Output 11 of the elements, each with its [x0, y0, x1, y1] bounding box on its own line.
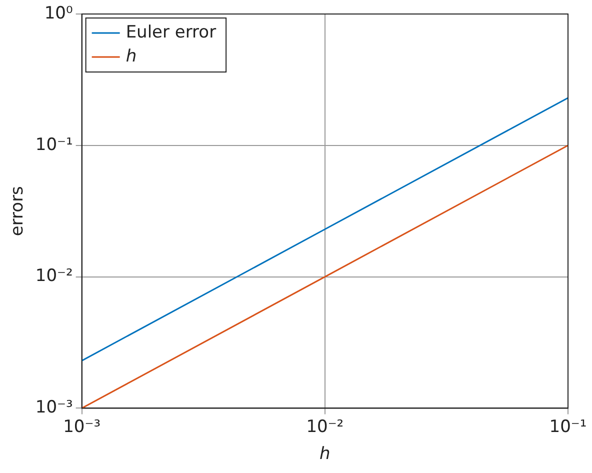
legend-label: h	[126, 46, 137, 66]
y-axis-title: errors	[8, 186, 28, 236]
x-tick-label: 10⁻³	[63, 416, 101, 437]
legend-label: Euler error	[126, 22, 216, 42]
y-tick-label: 10⁻²	[35, 266, 73, 286]
y-tick-label: 10⁻³	[35, 398, 73, 418]
x-axis-title: h	[320, 444, 330, 464]
x-tick-label: 10⁻²	[306, 416, 344, 437]
y-tick-label: 10⁻¹	[35, 134, 73, 155]
x-tick-label: 10⁻¹	[549, 416, 587, 437]
y-tick-label: 10⁰	[44, 3, 73, 24]
